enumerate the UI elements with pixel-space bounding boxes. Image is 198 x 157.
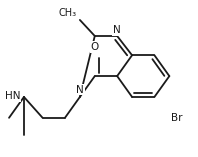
- Text: CH₃: CH₃: [58, 8, 76, 18]
- Text: N: N: [113, 25, 121, 35]
- Text: O: O: [91, 42, 99, 52]
- Text: HN: HN: [5, 91, 20, 101]
- Text: N: N: [76, 84, 84, 95]
- Text: Br: Br: [171, 113, 183, 123]
